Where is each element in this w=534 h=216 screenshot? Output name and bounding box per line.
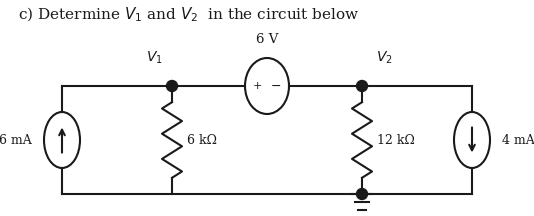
- Text: $V_1$: $V_1$: [146, 50, 162, 66]
- Circle shape: [357, 189, 367, 200]
- Text: 6 mA: 6 mA: [0, 133, 32, 146]
- Text: −: −: [271, 79, 281, 92]
- Circle shape: [167, 81, 177, 92]
- Text: c) Determine $V_1$ and $V_2$  in the circuit below: c) Determine $V_1$ and $V_2$ in the circ…: [18, 6, 359, 24]
- Text: $V_2$: $V_2$: [375, 50, 392, 66]
- Text: 4 mA: 4 mA: [502, 133, 534, 146]
- Text: 6 V: 6 V: [256, 33, 278, 46]
- Circle shape: [357, 81, 367, 92]
- Text: 12 kΩ: 12 kΩ: [377, 133, 415, 146]
- Text: 6 kΩ: 6 kΩ: [187, 133, 217, 146]
- Text: +: +: [253, 81, 262, 91]
